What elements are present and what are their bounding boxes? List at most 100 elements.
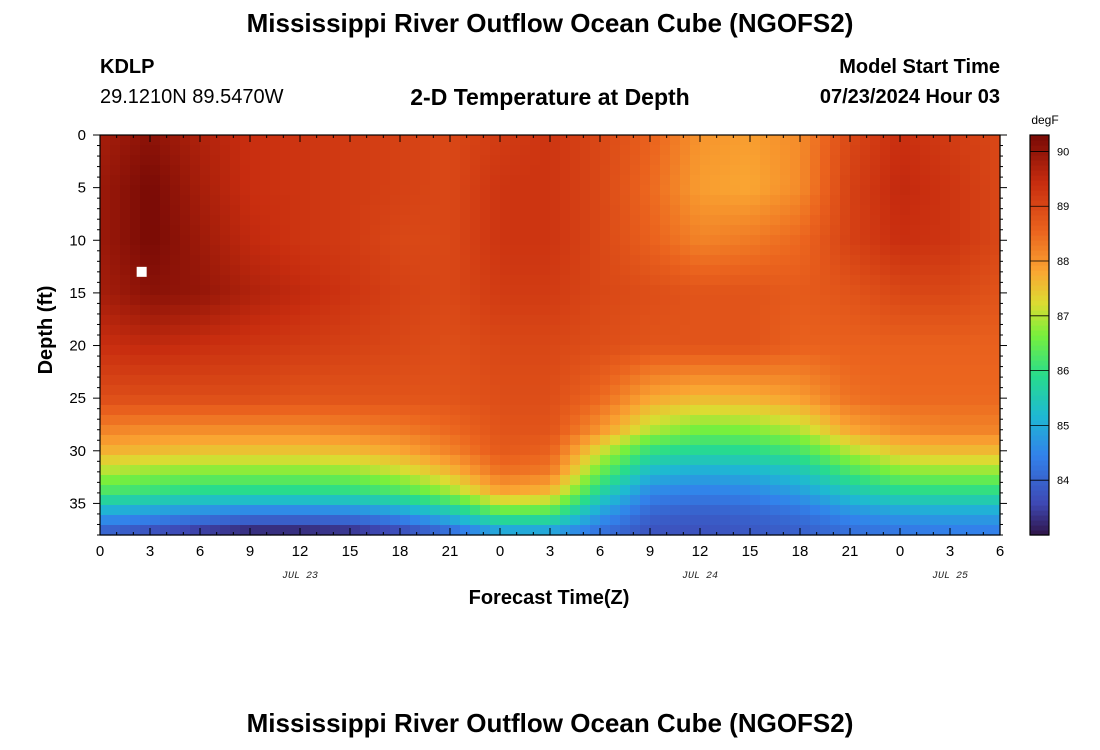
heatmap-cell <box>190 505 201 516</box>
heatmap-cell <box>300 245 311 256</box>
heatmap-cell <box>270 425 281 436</box>
heatmap-cell <box>680 335 691 346</box>
heatmap-cell <box>600 325 611 336</box>
heatmap-cell <box>220 395 231 406</box>
heatmap-cell <box>700 185 711 196</box>
heatmap-cell <box>840 405 851 416</box>
heatmap-cell <box>380 225 391 236</box>
heatmap-cell <box>620 485 631 496</box>
heatmap-cell <box>990 305 1001 316</box>
heatmap-cell <box>740 345 751 356</box>
heatmap-cell <box>270 165 281 176</box>
heatmap-cell <box>220 255 231 266</box>
heatmap-cell <box>130 225 141 236</box>
heatmap-cell <box>530 495 541 506</box>
heatmap-cell <box>250 525 261 536</box>
heatmap-cell <box>890 215 901 226</box>
heatmap-cell <box>950 415 961 426</box>
heatmap-cell <box>310 425 321 436</box>
heatmap-cell <box>720 215 731 226</box>
heatmap-cell <box>410 335 421 346</box>
heatmap-cell <box>500 225 511 236</box>
heatmap-cell <box>750 245 761 256</box>
heatmap-cell <box>960 275 971 286</box>
heatmap-cell <box>120 245 131 256</box>
heatmap-cell <box>810 285 821 296</box>
heatmap-cell <box>260 265 271 276</box>
heatmap-cell <box>820 255 831 266</box>
heatmap-cell <box>490 415 501 426</box>
heatmap-cell <box>670 185 681 196</box>
heatmap-cell <box>590 215 601 226</box>
heatmap-cell <box>520 495 531 506</box>
heatmap-cell <box>290 375 301 386</box>
heatmap-cell <box>170 225 181 236</box>
heatmap-cell <box>410 195 421 206</box>
heatmap-cell <box>930 205 941 216</box>
heatmap-cell <box>610 295 621 306</box>
heatmap-cell <box>550 255 561 266</box>
heatmap-cell <box>700 305 711 316</box>
heatmap-cell <box>450 155 461 166</box>
heatmap-cell <box>840 255 851 266</box>
heatmap-cell <box>280 235 291 246</box>
heatmap-cell <box>850 425 861 436</box>
heatmap-cell <box>420 395 431 406</box>
heatmap-cell <box>110 205 121 216</box>
heatmap-cell <box>960 235 971 246</box>
heatmap-cell <box>860 285 871 296</box>
heatmap-cell <box>720 375 731 386</box>
heatmap-cell <box>960 425 971 436</box>
heatmap-cell <box>410 265 421 276</box>
heatmap-cell <box>470 475 481 486</box>
heatmap-cell <box>700 205 711 216</box>
heatmap-cell <box>510 395 521 406</box>
heatmap-cell <box>200 465 211 476</box>
heatmap-cell <box>900 295 911 306</box>
heatmap-cell <box>730 295 741 306</box>
heatmap-cell <box>280 185 291 196</box>
heatmap-cell <box>980 465 991 476</box>
heatmap-cell <box>890 155 901 166</box>
heatmap-cell <box>590 285 601 296</box>
heatmap-cell <box>150 225 161 236</box>
heatmap-cell <box>580 385 591 396</box>
heatmap-cell <box>450 395 461 406</box>
heatmap-cell <box>640 235 651 246</box>
heatmap-cell <box>560 345 571 356</box>
heatmap-cell <box>930 525 941 536</box>
heatmap-cell <box>510 285 521 296</box>
heatmap-cell <box>350 285 361 296</box>
heatmap-cell <box>750 155 761 166</box>
heatmap-cell <box>910 415 921 426</box>
heatmap-cell <box>950 155 961 166</box>
heatmap-cell <box>910 225 921 236</box>
heatmap-cell <box>150 315 161 326</box>
heatmap-cell <box>740 275 751 286</box>
heatmap-cell <box>650 375 661 386</box>
heatmap-cell <box>580 345 591 356</box>
heatmap-cell <box>500 425 511 436</box>
heatmap-cell <box>990 185 1001 196</box>
heatmap-cell <box>610 425 621 436</box>
heatmap-cell <box>340 305 351 316</box>
heatmap-cell <box>520 185 531 196</box>
heatmap-cell <box>130 165 141 176</box>
heatmap-cell <box>540 505 551 516</box>
heatmap-cell <box>590 165 601 176</box>
heatmap-cell <box>970 445 981 456</box>
heatmap-cell <box>150 285 161 296</box>
heatmap-cell <box>170 315 181 326</box>
heatmap-cell <box>940 415 951 426</box>
heatmap-cell <box>860 525 871 536</box>
heatmap-cell <box>240 265 251 276</box>
heatmap-cell <box>200 205 211 216</box>
heatmap-cell <box>830 295 841 306</box>
heatmap-cell <box>440 475 451 486</box>
heatmap-cell <box>890 375 901 386</box>
heatmap-cell <box>990 515 1001 526</box>
heatmap-cell <box>850 455 861 466</box>
heatmap-cell <box>760 445 771 456</box>
heatmap-cell <box>970 485 981 496</box>
